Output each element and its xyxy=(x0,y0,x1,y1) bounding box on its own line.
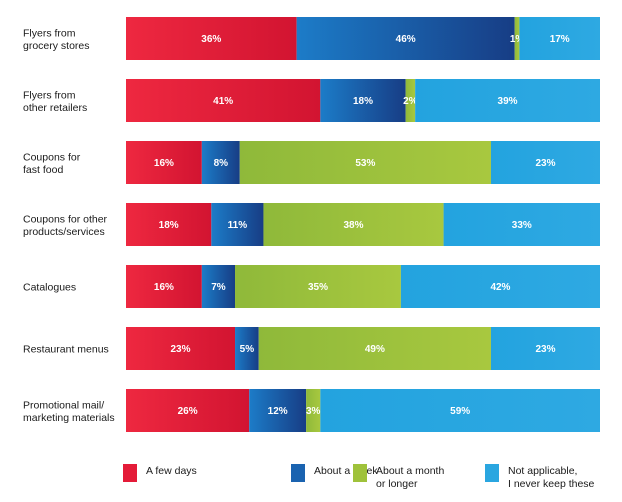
data-label: 41% xyxy=(213,96,233,107)
bar-segment xyxy=(126,79,321,122)
legend-swatch xyxy=(291,464,305,482)
bar-segment xyxy=(239,141,491,184)
bar-segment xyxy=(296,17,515,60)
category-labels: Flyers from grocery stores Flyers from othe… xyxy=(23,27,115,424)
data-label: 42% xyxy=(490,282,510,293)
data-label: 7% xyxy=(211,282,226,293)
data-label: 23% xyxy=(535,158,555,169)
legend-label: About a week xyxy=(314,465,378,477)
legend-swatch xyxy=(123,464,137,482)
data-label: 17% xyxy=(550,34,570,45)
data-label: 11% xyxy=(228,220,248,231)
bar-segment xyxy=(126,203,212,246)
bar-segment xyxy=(126,389,250,432)
bars: 36% 46% 1% 17% 41% 18% 2% 39% 16% 8% 53% 23% 18% 11% 3… xyxy=(126,17,600,432)
bar-segment xyxy=(201,265,236,308)
data-label: 16% xyxy=(154,282,174,293)
bar-segment xyxy=(235,265,401,308)
bar-segment xyxy=(443,203,600,246)
bar-segment xyxy=(490,141,600,184)
data-label: 12% xyxy=(268,406,288,417)
bar-segment xyxy=(400,265,600,308)
legend-label: A few days xyxy=(146,465,197,477)
bar-segment xyxy=(126,17,297,60)
data-label: 23% xyxy=(171,344,191,355)
bar-segment xyxy=(211,203,264,246)
category-label: Promotional mail/marketing materials xyxy=(23,399,115,424)
data-label: 39% xyxy=(498,96,518,107)
legend-swatch xyxy=(353,464,367,482)
bar-segment xyxy=(490,327,600,370)
category-label: Flyers from other retailers xyxy=(23,89,87,114)
data-label: 35% xyxy=(308,282,328,293)
bar-segment xyxy=(320,79,406,122)
legend-label: Not applicable, I never keep these xyxy=(508,465,595,490)
data-label: 8% xyxy=(214,158,229,169)
bar-segment xyxy=(306,389,321,432)
data-label: 5% xyxy=(240,344,255,355)
bar-segment xyxy=(126,327,236,370)
category-label: Restaurant menus xyxy=(23,344,109,356)
data-label: 3% xyxy=(306,406,321,417)
bar-segment xyxy=(320,389,600,432)
bar-segment xyxy=(405,79,416,122)
data-label: 18% xyxy=(353,96,373,107)
bar-segment xyxy=(249,389,307,432)
bar-segment xyxy=(126,141,202,184)
category-label: Coupons for other products/services xyxy=(23,213,108,238)
bar-segment xyxy=(126,265,202,308)
bar-segment xyxy=(263,203,444,246)
category-label: Catalogues xyxy=(23,282,76,294)
bar-segment xyxy=(519,17,600,60)
legend-swatch xyxy=(485,464,499,482)
bar-segment xyxy=(201,141,240,184)
data-label: 46% xyxy=(396,34,416,45)
data-label: 36% xyxy=(201,34,221,45)
bar-segment xyxy=(258,327,491,370)
category-label: Flyers from grocery stores xyxy=(23,27,90,52)
data-label: 2% xyxy=(403,96,418,107)
data-label: 53% xyxy=(355,158,375,169)
data-label: 23% xyxy=(535,344,555,355)
data-label: 59% xyxy=(450,406,470,417)
data-label: 16% xyxy=(154,158,174,169)
data-label: 33% xyxy=(512,220,532,231)
bar-segment xyxy=(235,327,259,370)
data-label: 38% xyxy=(344,220,364,231)
category-label: Coupons for fast food xyxy=(23,151,81,176)
bar-segment xyxy=(415,79,600,122)
legend-label: About a month or longer xyxy=(376,465,444,490)
data-label: 49% xyxy=(365,344,385,355)
data-label: 18% xyxy=(159,220,179,231)
bar-segment xyxy=(514,17,520,60)
data-label: 26% xyxy=(178,406,198,417)
data-label: 1% xyxy=(510,34,525,45)
